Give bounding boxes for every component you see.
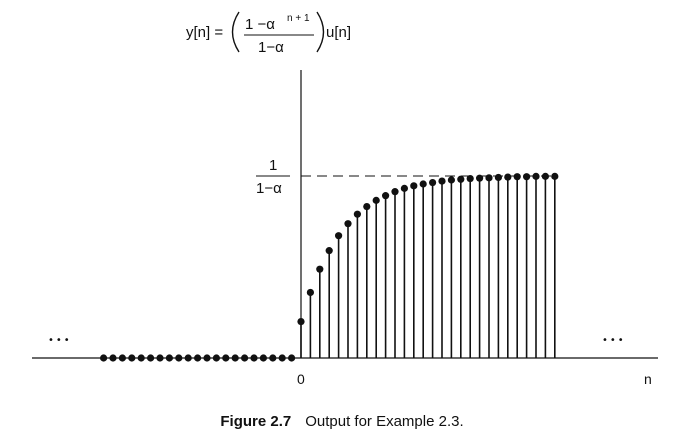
equation-numerator: 1 −α [245, 16, 275, 33]
stem-point [184, 354, 192, 362]
stem-point [241, 354, 249, 362]
stem-point [128, 354, 136, 362]
stem-point [466, 174, 474, 183]
ellipsis-right: ••• [602, 335, 626, 346]
stem-point [335, 232, 343, 240]
stem-point [222, 354, 230, 362]
origin-tick-label: 0 [297, 371, 305, 387]
stem-point [288, 354, 296, 362]
stem-point [231, 354, 239, 362]
stem-point [447, 176, 455, 184]
stem-point [400, 184, 408, 192]
asymptote-label-numerator: 1 [269, 157, 277, 174]
stem-point [297, 318, 305, 326]
stems [100, 172, 559, 362]
stem-point [476, 174, 484, 182]
asymptote-label-denominator: 1−α [256, 180, 282, 197]
equation-lhs: y[n] = [186, 24, 223, 41]
stem-point [109, 354, 117, 362]
stem-point [165, 354, 173, 362]
stem-point [353, 210, 361, 218]
x-axis-label: n [644, 371, 652, 387]
stem-point [306, 288, 314, 297]
stem-point [250, 354, 258, 362]
stem-point [269, 354, 277, 362]
stem-point [551, 172, 559, 180]
stem-point [382, 192, 390, 200]
stem-point [137, 354, 145, 362]
figure-caption-text: Output for Example 2.3. [305, 413, 464, 430]
stem-point [278, 354, 286, 362]
stem-point [457, 175, 465, 183]
stem-point [391, 188, 399, 196]
figure-caption-label: Figure 2.7 [220, 413, 292, 430]
stem-point [194, 354, 202, 362]
stem-point [494, 173, 502, 182]
stem-point [156, 354, 164, 362]
asymptote-label: 1 1−α [256, 157, 290, 197]
equation-numerator-superscript: n + 1 [287, 13, 310, 24]
equation-denominator: 1−α [258, 39, 284, 56]
stem-point [344, 220, 352, 228]
stem-point [419, 180, 427, 188]
equation-rhs: u[n] [326, 24, 351, 41]
stem-point [212, 354, 220, 362]
stem-point [325, 247, 333, 255]
stem-point [100, 354, 108, 362]
stem-point [203, 354, 211, 362]
stem-point [532, 172, 540, 180]
stem-point [410, 182, 418, 190]
stem-point [363, 202, 371, 211]
stem-point [485, 174, 493, 182]
figure-caption: Figure 2.7 Output for Example 2.3. [0, 413, 684, 430]
stem-point [372, 196, 380, 204]
stem-point [118, 354, 126, 362]
ellipsis-left: ••• [48, 335, 72, 346]
stem-point [541, 172, 550, 180]
equation-right-paren [316, 11, 325, 53]
stem-point [429, 178, 437, 187]
stem-point [523, 173, 531, 181]
stem-point [513, 173, 521, 181]
stem-point [316, 265, 324, 273]
stem-point [438, 177, 446, 185]
stem-point [259, 354, 267, 362]
stem-point [175, 354, 183, 362]
equation: y[n] = 1 −α n + 1 1−α u[n] [186, 11, 351, 56]
stem-point [147, 354, 155, 362]
equation-left-paren [231, 11, 240, 53]
stem-point [504, 173, 512, 181]
